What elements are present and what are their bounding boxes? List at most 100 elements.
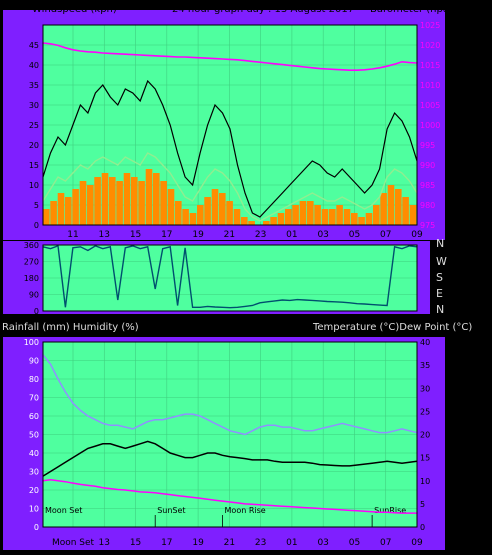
compass-s: S: [436, 271, 443, 284]
wind-activity-bar: [380, 193, 387, 225]
temperature-tick-7: 35: [420, 361, 430, 370]
wind-activity-bar: [116, 181, 123, 225]
humidity-tick-9: 90: [29, 357, 39, 366]
wind-activity-bar: [211, 189, 219, 225]
wind-activity-bar: [241, 217, 248, 225]
direction-series: [42, 244, 418, 309]
humidity-tick-7: 70: [29, 394, 39, 403]
temperature-tick-8: 40: [420, 338, 430, 347]
wind-activity-bar: [153, 173, 160, 225]
wind-activity-bar: [373, 205, 380, 225]
direction-tick-0: 0: [34, 307, 39, 316]
wind-direction-line: [42, 244, 418, 309]
x-tick-label-7: 01: [286, 230, 297, 240]
wind-activity-bar: [65, 197, 72, 225]
wind-activity-bar: [277, 213, 285, 225]
humidity-tick-3: 30: [29, 468, 39, 477]
humidity-tick-10: 100: [24, 338, 39, 347]
wind-activity-bar: [43, 209, 50, 225]
temp-y-axis-right: 0 5 10 15 20 25 30 35 40: [420, 338, 430, 532]
temp-dew-axis-label: Temperature (°C)Dew Point (°C): [312, 322, 472, 333]
x-tick-label-3: 17: [161, 230, 172, 240]
wind-plot-border: [42, 24, 418, 226]
temperature-humidity-panel: Rainfall (mm) Humidity (%) Temperature (…: [2, 322, 472, 550]
x-tick-label-1: 13: [99, 538, 110, 548]
wind-activity-bar: [87, 185, 94, 225]
windspeed-tick-1: 5: [34, 201, 39, 210]
barometer-tick-6: 1005: [420, 101, 440, 110]
wind-activity-bar: [402, 197, 409, 225]
wind-direction-panel: 0 90 180 270 360 N W S E N: [3, 237, 447, 316]
wind-activity-bar: [160, 181, 167, 225]
compass-n-bottom: N: [436, 303, 444, 316]
x-tick-label-8: 03: [317, 538, 328, 548]
wind-activity-bar: [167, 189, 175, 225]
temperature-tick-6: 30: [420, 384, 430, 393]
compass-e: E: [436, 287, 443, 300]
wind-activity-bar: [175, 201, 182, 225]
wind-activity-bar: [189, 213, 197, 225]
x-tick-label-5: 21: [224, 538, 235, 548]
windspeed-tick-4: 20: [29, 141, 39, 150]
humidity-tick-4: 40: [29, 449, 39, 458]
x-tick-label-0: Moon Set: [52, 538, 95, 548]
temperature-line: [42, 440, 418, 477]
x-tick-label-9: 05: [349, 538, 360, 548]
temp-series: [42, 354, 418, 514]
wind-activity-bar: [263, 221, 270, 225]
wind-activity-bar: [204, 197, 211, 225]
windspeed-tick-9: 45: [29, 41, 39, 50]
wind-activity-bar: [351, 213, 358, 225]
wind-activity-bar: [182, 209, 189, 225]
x-tick-label-11: 09: [411, 538, 423, 548]
wind-activity-bar: [219, 193, 226, 225]
wind-activity-bar: [336, 205, 343, 225]
barometer-tick-7: 1010: [420, 81, 440, 90]
barometer-tick-5: 1000: [420, 121, 440, 130]
direction-tick-2: 180: [24, 274, 39, 283]
windspeed-tick-7: 35: [29, 81, 39, 90]
wind-activity-bar: [343, 209, 351, 225]
average-wind-line: [42, 152, 418, 222]
wind-activity-bar: [285, 209, 292, 225]
temperature-tick-1: 5: [420, 500, 425, 509]
windspeed-tick-3: 15: [29, 161, 39, 170]
x-tick-label-10: 07: [380, 230, 391, 240]
wind-activity-bar: [79, 181, 87, 225]
x-tick-label-6: 23: [255, 538, 266, 548]
wind-activity-bar: [321, 209, 329, 225]
barometer-tick-9: 1020: [420, 41, 440, 50]
compass-w: W: [436, 255, 447, 268]
temp-y-axis-left: 0 10 20 30 40 50 60 70 80 90 100: [24, 338, 39, 532]
wind-activity-bar: [299, 201, 307, 225]
x-tick-label-5: 21: [224, 230, 235, 240]
wind-activity-bar: [123, 173, 131, 225]
wind-activity-bar: [270, 217, 277, 225]
temperature-tick-4: 20: [420, 431, 430, 440]
wind-activity-bar: [395, 189, 402, 225]
x-tick-label-4: 19: [192, 538, 204, 548]
direction-y-axis: 0 90 180 270 360: [24, 241, 39, 316]
wind-activity-bar: [358, 217, 365, 225]
compass-n-top: N: [436, 237, 444, 250]
direction-tick-3: 270: [24, 258, 39, 267]
wind-activity-bar: [226, 201, 233, 225]
wind-activity-bar: [57, 193, 65, 225]
event-label-2: Moon Rise: [225, 506, 266, 515]
wind-x-axis: 11 13 15 17 19 21 23 01 03 05 07 09: [67, 230, 423, 240]
humidity-tick-6: 60: [29, 412, 39, 421]
direction-plot-border: [42, 244, 418, 312]
x-tick-label-2: 15: [130, 538, 141, 548]
temp-plot-border: [42, 341, 418, 528]
humidity-tick-8: 80: [29, 375, 39, 384]
temperature-tick-3: 15: [420, 454, 430, 463]
x-tick-label-8: 03: [317, 230, 328, 240]
x-tick-label-7: 01: [286, 538, 297, 548]
temperature-tick-2: 10: [420, 477, 430, 486]
humidity-tick-2: 20: [29, 486, 39, 495]
wind-activity-bar: [387, 185, 395, 225]
x-tick-label-6: 23: [255, 230, 266, 240]
wind-activity-bar: [145, 169, 153, 225]
